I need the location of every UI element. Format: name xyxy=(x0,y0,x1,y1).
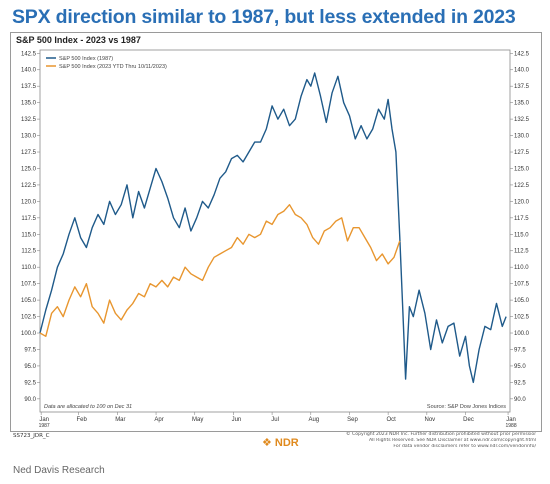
y-tick-label-right: 90.0 xyxy=(514,397,526,403)
ndr-logo-icon: ❖ xyxy=(262,436,272,449)
x-tick-label: Jan xyxy=(39,417,49,423)
y-tick-label-right: 92.5 xyxy=(514,380,526,386)
y-tick-label-left: 130.0 xyxy=(21,134,37,140)
series-line-2 xyxy=(39,203,401,337)
y-tick-label-right: 132.5 xyxy=(514,117,530,123)
headline: SPX direction similar to 1987, but less … xyxy=(12,6,516,28)
y-tick-label-left: 112.5 xyxy=(21,249,36,255)
x-tick-label: Dec xyxy=(463,417,474,423)
y-tick-label-right: 137.5 xyxy=(514,84,530,90)
y-tick-label-right: 97.5 xyxy=(514,347,526,353)
x-tick-label: Jul xyxy=(271,417,279,423)
y-tick-label-left: 97.5 xyxy=(24,347,36,353)
y-tick-label-right: 140.0 xyxy=(514,68,530,74)
y-tick-label-left: 90.0 xyxy=(24,397,36,403)
y-tick-label-right: 107.5 xyxy=(514,282,530,288)
y-tick-label-left: 135.0 xyxy=(21,101,37,107)
y-tick-label-right: 105.0 xyxy=(514,298,530,304)
y-tick-label-right: 125.0 xyxy=(514,166,530,172)
x-tick-label: Feb xyxy=(77,417,88,423)
y-tick-label-right: 135.0 xyxy=(514,101,530,107)
y-tick-label-left: 117.5 xyxy=(21,216,36,222)
copyright-line: For data vendor disclaimers refer to www… xyxy=(393,444,536,449)
y-tick-label-right: 110.0 xyxy=(514,265,529,271)
y-tick-label-left: 115.0 xyxy=(21,232,36,238)
y-tick-label-left: 132.5 xyxy=(21,117,37,123)
plot-area xyxy=(39,49,511,413)
y-tick-label-left: 107.5 xyxy=(21,282,37,288)
y-tick-label-right: 100.0 xyxy=(514,331,530,337)
y-tick-label-right: 95.0 xyxy=(514,364,526,370)
y-tick-label-left: 102.5 xyxy=(21,315,37,321)
y-tick-label-left: 137.5 xyxy=(21,84,37,90)
copyright-line: © Copyright 2023 NDR Inc. Further distri… xyxy=(346,432,536,437)
chart-source: Source: S&P Dow Jones Indices xyxy=(427,404,506,410)
y-tick-label-right: 117.5 xyxy=(514,216,529,222)
y-tick-label-right: 127.5 xyxy=(514,150,530,156)
ndr-logo-text: NDR xyxy=(274,437,299,449)
ndr-logo: ❖ NDR xyxy=(262,437,299,449)
y-tick-label-left: 105.0 xyxy=(21,298,37,304)
y-tick-label-right: 115.0 xyxy=(514,232,529,238)
x-tick-label: Oct xyxy=(386,417,396,423)
series-line-1 xyxy=(39,72,507,384)
y-tick-label-right: 112.5 xyxy=(514,249,529,255)
y-tick-label-right: 102.5 xyxy=(514,315,530,321)
y-tick-label-left: 92.5 xyxy=(24,380,36,386)
y-tick-label-right: 122.5 xyxy=(514,183,530,189)
chart-note: Data are allocated to 100 on Dec 31 xyxy=(44,404,132,410)
x-tick-label: May xyxy=(192,417,203,423)
x-tick-label: Aug xyxy=(308,417,319,423)
x-tick-label: Jun xyxy=(232,417,242,423)
y-tick-label-left: 120.0 xyxy=(21,199,37,205)
y-tick-label-right: 142.5 xyxy=(514,51,530,57)
y-tick-label-left: 140.0 xyxy=(21,68,37,74)
x-tick-label: Sep xyxy=(347,417,358,423)
y-tick-label-left: 127.5 xyxy=(21,150,37,156)
x-tick-label: Jan xyxy=(506,417,516,423)
y-tick-label-left: 125.0 xyxy=(21,166,37,172)
y-tick-label-left: 95.0 xyxy=(24,364,36,370)
legend-label: S&P 500 Index (2023 YTD Thru 10/11/2023) xyxy=(59,64,167,70)
legend-label: S&P 500 Index (1987) xyxy=(59,56,113,62)
x-tick-label: Mar xyxy=(115,417,125,423)
x-tick-label: Nov xyxy=(424,417,435,423)
y-tick-label-right: 120.0 xyxy=(514,199,530,205)
x-tick-sublabel: 1987 xyxy=(39,423,50,429)
chart-frame xyxy=(10,32,542,432)
credit: Ned Davis Research xyxy=(13,465,105,476)
y-tick-label-left: 142.5 xyxy=(21,51,37,57)
copyright-line: All Rights Reserved. See NDR Disclaimer … xyxy=(369,438,536,443)
chart-code: SS723_JDR_C xyxy=(13,433,50,439)
chart-title: S&P 500 Index - 2023 vs 1987 xyxy=(16,35,141,45)
x-tick-label: Apr xyxy=(154,417,163,423)
copyright-notice: © Copyright 2023 NDR Inc. Further distri… xyxy=(346,432,536,450)
y-tick-label-left: 110.0 xyxy=(21,265,36,271)
y-tick-label-left: 100.0 xyxy=(21,331,37,337)
y-tick-label-left: 122.5 xyxy=(21,183,37,189)
x-tick-sublabel: 1988 xyxy=(506,423,517,429)
y-tick-label-right: 130.0 xyxy=(514,134,530,140)
